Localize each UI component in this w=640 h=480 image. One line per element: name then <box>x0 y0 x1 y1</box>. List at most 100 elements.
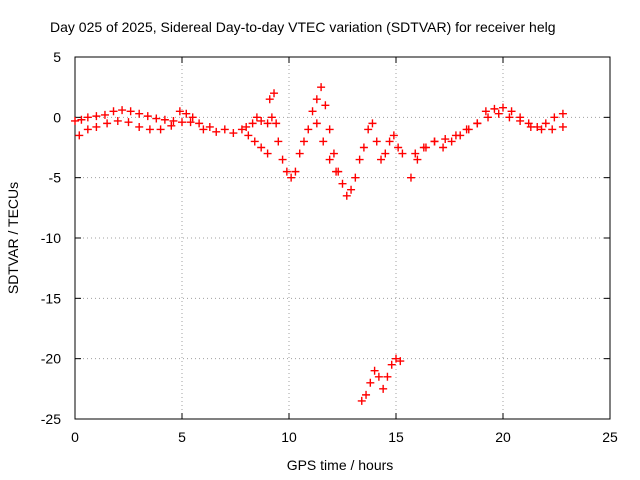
data-point <box>160 115 169 124</box>
data-point <box>366 378 375 387</box>
data-point <box>282 167 291 176</box>
data-point <box>312 95 321 104</box>
data-point <box>441 135 450 144</box>
data-point <box>332 167 341 176</box>
data-point <box>272 119 281 128</box>
data-point <box>516 116 525 125</box>
data-point <box>92 112 101 121</box>
data-point <box>372 137 381 146</box>
data-point <box>550 113 559 122</box>
data-point <box>257 143 266 152</box>
data-point <box>169 116 178 125</box>
data-point <box>145 125 154 134</box>
data-point <box>109 107 118 116</box>
y-tick-label: -20 <box>41 351 61 367</box>
data-point <box>430 137 439 146</box>
data-point <box>548 125 557 134</box>
data-point <box>317 83 326 92</box>
data-point <box>220 125 229 134</box>
data-point <box>396 357 405 366</box>
data-point <box>118 106 127 115</box>
data-point <box>175 107 184 116</box>
grid <box>75 57 610 419</box>
data-point <box>135 109 144 118</box>
data-point <box>385 137 394 146</box>
data-point <box>308 107 317 116</box>
data-point <box>250 137 259 146</box>
data-point <box>505 113 514 122</box>
data-point <box>83 125 92 134</box>
data-point <box>186 118 195 127</box>
data-point <box>342 191 351 200</box>
data-point <box>287 173 296 182</box>
data-point <box>295 149 304 158</box>
data-point <box>351 173 360 182</box>
data-point <box>237 125 246 134</box>
data-point <box>526 122 535 131</box>
data-point <box>411 149 420 158</box>
data-point <box>383 372 392 381</box>
data-point <box>178 118 186 127</box>
data-point <box>368 119 377 128</box>
data-point <box>325 155 334 164</box>
data-point <box>389 131 398 140</box>
data-point <box>419 143 428 152</box>
y-axis: 5 0 -5 -10 -15 -20 -25 <box>41 49 610 427</box>
data-point <box>188 113 197 122</box>
data-point <box>263 149 272 158</box>
x-tick-label: 15 <box>388 429 404 445</box>
data-point <box>362 390 371 399</box>
series-sdtvar <box>71 83 567 405</box>
data-point <box>338 179 347 188</box>
data-point <box>462 125 471 134</box>
data-point <box>299 137 308 146</box>
y-tick-label: -5 <box>49 170 62 186</box>
data-point <box>83 113 92 122</box>
x-tick-label: 5 <box>178 429 186 445</box>
y-tick-label: -15 <box>41 290 61 306</box>
data-point <box>263 119 272 128</box>
data-point <box>481 107 490 116</box>
data-point <box>370 366 379 375</box>
data-point <box>182 109 191 118</box>
x-tick-label: 0 <box>71 429 79 445</box>
data-point <box>451 131 460 140</box>
data-point <box>100 110 109 119</box>
data-point <box>321 101 330 110</box>
data-point <box>319 137 328 146</box>
data-point <box>558 109 567 118</box>
y-tick-label: 0 <box>53 109 61 125</box>
x-axis: 0 5 10 15 20 25 <box>71 57 618 445</box>
data-point <box>75 131 84 140</box>
data-point <box>278 155 287 164</box>
data-point <box>252 113 261 122</box>
data-point <box>242 122 251 131</box>
data-point <box>494 109 503 118</box>
data-point <box>381 149 390 158</box>
data-point <box>267 113 276 122</box>
data-point <box>325 125 334 134</box>
data-point <box>447 137 456 146</box>
data-point <box>537 125 546 134</box>
data-point <box>156 125 165 134</box>
data-point <box>439 143 448 152</box>
data-point <box>364 125 373 134</box>
data-point <box>126 107 135 116</box>
data-point <box>312 119 321 128</box>
x-tick-label: 20 <box>495 429 511 445</box>
chart-title: Day 025 of 2025, Sidereal Day-to-day VTE… <box>50 19 556 35</box>
data-point <box>406 173 415 182</box>
data-point <box>304 125 313 134</box>
x-tick-label: 10 <box>281 429 297 445</box>
data-point <box>355 155 364 164</box>
x-tick-label: 25 <box>602 429 618 445</box>
data-point <box>152 114 161 123</box>
data-point <box>398 149 407 158</box>
data-point <box>374 372 383 381</box>
data-point <box>199 125 208 134</box>
data-point <box>359 143 368 152</box>
y-tick-label: -25 <box>41 411 61 427</box>
data-point <box>265 95 274 104</box>
data-point <box>291 167 300 176</box>
data-point <box>558 122 567 131</box>
